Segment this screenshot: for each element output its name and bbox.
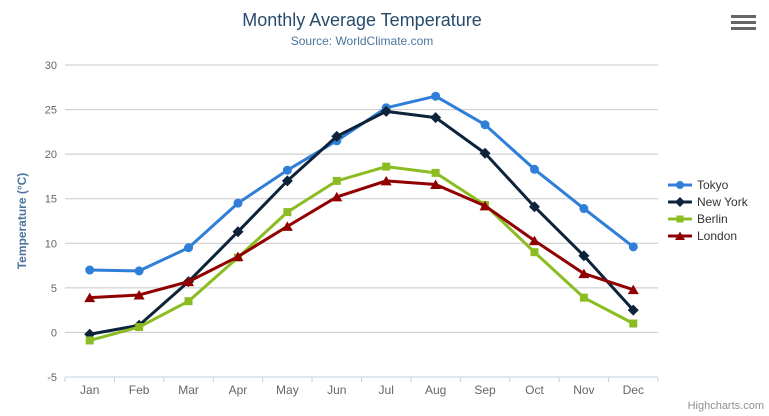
series-point-berlin-may[interactable] xyxy=(283,208,292,217)
legend-label: Berlin xyxy=(697,211,728,226)
x-axis-label: Feb xyxy=(129,383,150,397)
series-point-berlin-nov[interactable] xyxy=(579,293,588,302)
legend-marker-circle-icon xyxy=(668,180,692,189)
y-axis-label: 0 xyxy=(51,327,57,339)
series-point-new-york-jul[interactable] xyxy=(380,105,392,117)
chart-subtitle: Source: WorldClimate.com xyxy=(290,34,434,48)
series-point-london-feb[interactable] xyxy=(133,289,145,300)
series-point-tokyo-mar[interactable] xyxy=(184,243,194,253)
y-axis-label: 15 xyxy=(45,194,57,206)
series-point-tokyo-may[interactable] xyxy=(282,165,292,175)
series-point-berlin-jan[interactable] xyxy=(85,336,94,345)
series-line-berlin xyxy=(88,165,635,342)
legend-marker-square-icon xyxy=(668,215,692,222)
series-point-london-mar[interactable] xyxy=(183,276,195,287)
series-point-berlin-oct[interactable] xyxy=(530,248,539,257)
y-axis-label: 20 xyxy=(45,149,57,161)
x-axis-label: Sep xyxy=(474,383,496,397)
series-point-new-york-nov[interactable] xyxy=(578,250,590,262)
legend-label: New York xyxy=(697,194,748,209)
series-point-new-york-jun[interactable] xyxy=(331,130,343,142)
series-point-new-york-oct[interactable] xyxy=(528,201,540,213)
series-point-tokyo-dec[interactable] xyxy=(628,242,638,252)
legend-item-london[interactable]: London xyxy=(668,227,748,244)
series-point-tokyo-oct[interactable] xyxy=(529,164,539,174)
series-point-london-oct[interactable] xyxy=(528,235,540,246)
legend-marker-diamond-icon xyxy=(668,196,692,207)
series-point-berlin-feb[interactable] xyxy=(135,323,144,332)
series-point-berlin-aug[interactable] xyxy=(431,168,440,177)
x-axis-label: Apr xyxy=(229,383,248,397)
series-point-tokyo-sep[interactable] xyxy=(480,120,490,130)
y-axis-label: 5 xyxy=(51,283,57,295)
x-axis-label: Jul xyxy=(379,383,394,397)
series-line-new-york xyxy=(88,109,635,336)
y-axis-label: 25 xyxy=(45,105,57,117)
credits-link[interactable]: Highcharts.com xyxy=(687,400,764,412)
series-point-london-aug[interactable] xyxy=(430,179,442,189)
legend: Tokyo New York Berlin London xyxy=(668,176,748,244)
series-point-berlin-dec[interactable] xyxy=(629,319,638,328)
x-axis-label: Mar xyxy=(178,383,199,397)
series-point-new-york-dec[interactable] xyxy=(627,304,639,316)
series-point-london-may[interactable] xyxy=(281,221,293,231)
x-axis-label: Jun xyxy=(327,383,346,397)
series-point-london-jan[interactable] xyxy=(84,292,96,303)
legend-label: Tokyo xyxy=(697,177,729,192)
series-point-new-york-apr[interactable] xyxy=(232,226,244,238)
series-point-tokyo-feb[interactable] xyxy=(134,266,144,276)
x-axis-label: May xyxy=(276,383,299,397)
series-point-new-york-aug[interactable] xyxy=(430,112,442,124)
x-axis-label: Nov xyxy=(573,383,594,397)
legend-marker-triangle-icon xyxy=(668,231,692,240)
y-axis-label: -5 xyxy=(47,372,57,384)
series-point-london-jun[interactable] xyxy=(331,191,343,202)
hamburger-icon xyxy=(731,27,756,30)
legend-marker xyxy=(676,215,684,222)
legend-item-berlin[interactable]: Berlin xyxy=(668,210,748,227)
y-axis-title: Temperature (°C) xyxy=(15,173,29,270)
context-menu-button[interactable] xyxy=(731,15,757,30)
legend-item-new-york[interactable]: New York xyxy=(668,193,748,210)
y-axis-label: 30 xyxy=(45,60,57,72)
series-point-tokyo-nov[interactable] xyxy=(579,204,589,214)
legend-marker xyxy=(676,180,684,189)
x-axis-label: Oct xyxy=(525,383,544,397)
series-point-tokyo-aug[interactable] xyxy=(431,91,441,101)
legend-item-tokyo[interactable]: Tokyo xyxy=(668,176,748,193)
chart-title: Monthly Average Temperature xyxy=(242,10,482,30)
series-point-london-jul[interactable] xyxy=(380,175,392,186)
series-point-berlin-mar[interactable] xyxy=(184,297,193,306)
series-point-new-york-may[interactable] xyxy=(281,175,293,187)
legend-label: London xyxy=(697,228,738,243)
series-point-london-nov[interactable] xyxy=(578,268,590,279)
series-point-new-york-sep[interactable] xyxy=(479,147,491,159)
series-point-london-apr[interactable] xyxy=(232,251,244,262)
hamburger-icon xyxy=(731,15,756,18)
legend-marker xyxy=(675,196,685,207)
legend-marker xyxy=(675,231,685,240)
series-point-london-sep[interactable] xyxy=(479,200,491,211)
series-point-tokyo-apr[interactable] xyxy=(233,198,243,208)
hamburger-icon xyxy=(731,21,756,24)
y-axis-label: 10 xyxy=(45,238,57,250)
series-point-tokyo-jan[interactable] xyxy=(85,265,95,275)
series-line-london xyxy=(88,179,635,300)
x-axis-label: Jan xyxy=(80,383,99,397)
series-point-berlin-jun[interactable] xyxy=(332,176,341,185)
series-point-london-dec[interactable] xyxy=(627,284,639,295)
x-axis-label: Aug xyxy=(425,383,446,397)
series-point-berlin-jul[interactable] xyxy=(382,162,391,171)
x-axis-label: Dec xyxy=(623,383,644,397)
